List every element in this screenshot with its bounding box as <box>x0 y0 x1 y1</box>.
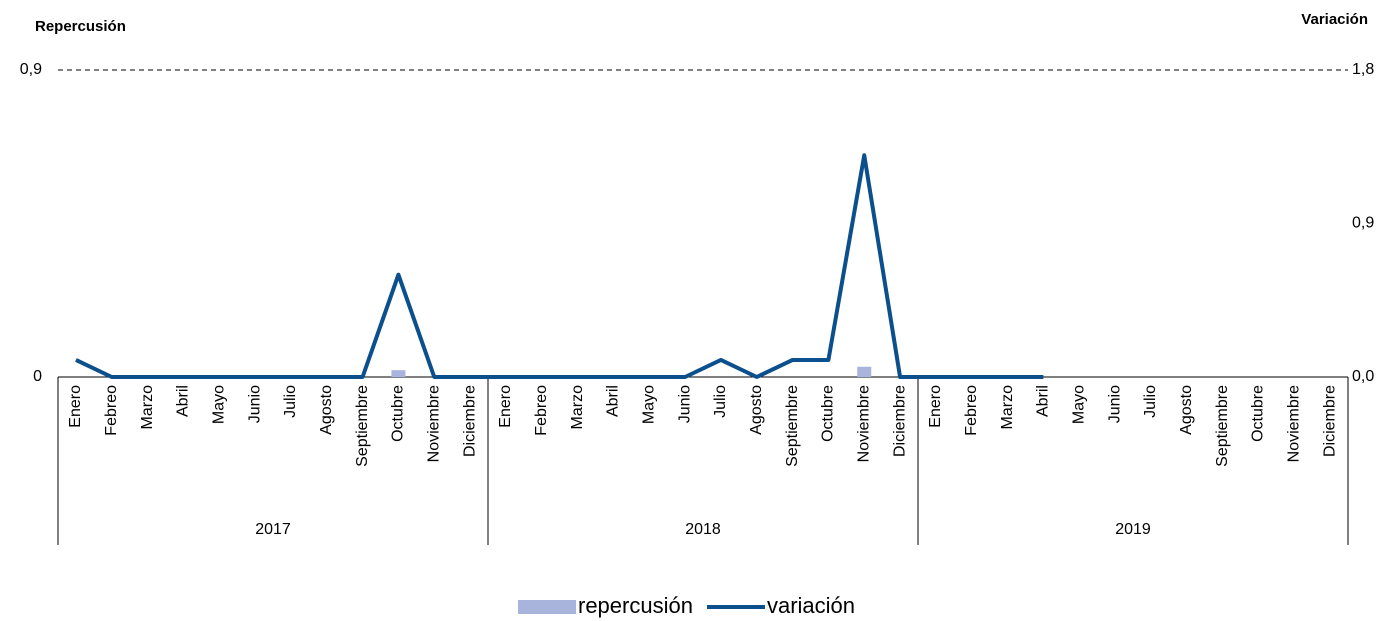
x-tick-label: Mayo <box>640 385 657 424</box>
y2-tick-label: 0,9 <box>1352 215 1374 232</box>
x-tick-label: Junio <box>676 385 693 423</box>
x-tick-label: Julio <box>1142 385 1159 418</box>
x-tick-label: Agosto <box>748 385 765 435</box>
x-tick-label: Septiembre <box>354 385 371 467</box>
legend-swatch <box>518 600 576 614</box>
x-tick-label: Febreo <box>963 385 980 436</box>
x-tick-label: Junio <box>246 385 263 423</box>
group-label: 2018 <box>685 521 721 538</box>
x-tick-label: Noviembre <box>855 385 872 462</box>
x-tick-label: Octubre <box>1250 385 1267 442</box>
x-tick-label: Octubre <box>390 385 407 442</box>
y2-axis-title: Variación <box>1301 11 1368 28</box>
y2-tick-label: 0,0 <box>1352 368 1374 385</box>
x-tick-label: Enero <box>497 385 514 428</box>
x-tick-label: Diciembre <box>891 385 908 457</box>
y-axis-title: Repercusión <box>35 18 126 35</box>
bar <box>857 366 872 377</box>
x-tick-label: Agosto <box>1178 385 1195 435</box>
y-tick-label: 0,9 <box>20 61 42 78</box>
x-tick-label: Abril <box>1035 385 1052 417</box>
x-tick-label: Noviembre <box>1285 385 1302 462</box>
x-tick-label: Febreo <box>533 385 550 436</box>
x-tick-label: Mayo <box>210 385 227 424</box>
x-tick-label: Febreo <box>103 385 120 436</box>
x-tick-label: Septiembre <box>784 385 801 467</box>
y2-tick-label: 1,8 <box>1352 61 1374 78</box>
x-tick-label: Noviembre <box>425 385 442 462</box>
group-label: 2019 <box>1115 521 1151 538</box>
bar <box>391 370 406 377</box>
x-tick-label: Junio <box>1106 385 1123 423</box>
line <box>75 153 1044 379</box>
x-tick-label: Enero <box>927 385 944 428</box>
x-tick-label: Agosto <box>318 385 335 435</box>
group-label: 2017 <box>255 521 291 538</box>
x-tick-label: Diciembre <box>1321 385 1338 457</box>
x-tick-label: Octubre <box>820 385 837 442</box>
x-tick-label: Abril <box>605 385 622 417</box>
x-tick-label: Julio <box>282 385 299 418</box>
x-tick-label: Abril <box>175 385 192 417</box>
x-tick-label: Septiembre <box>1214 385 1231 467</box>
x-tick-label: Enero <box>67 385 84 428</box>
x-tick-label: Mayo <box>1070 385 1087 424</box>
x-tick-label: Marzo <box>999 385 1016 430</box>
y-tick-label: 0 <box>33 368 42 385</box>
x-tick-label: Diciembre <box>461 385 478 457</box>
legend-label: variación <box>767 593 855 618</box>
x-tick-label: Marzo <box>569 385 586 430</box>
x-tick-label: Julio <box>712 385 729 418</box>
legend-label: repercusión <box>578 593 693 618</box>
x-tick-label: Marzo <box>139 385 156 430</box>
